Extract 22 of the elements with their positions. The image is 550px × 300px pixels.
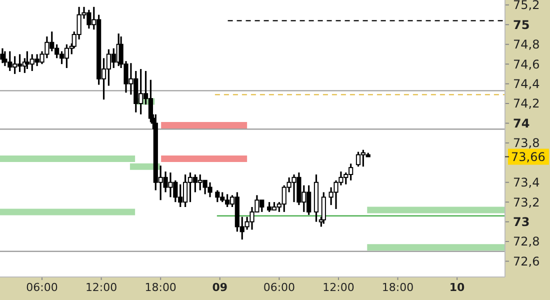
y-tick-label: 74,2 (513, 96, 540, 111)
x-tick-label: 10 (449, 281, 466, 294)
y-tick-label: 75,2 (513, 0, 540, 12)
x-tick-label: 09 (212, 281, 228, 294)
y-tick-label: 73,8 (513, 136, 540, 150)
x-tick-label: 06:00 (26, 281, 58, 294)
y-tick-label: 74,4 (513, 76, 540, 91)
x-tick-label: 12:00 (322, 281, 354, 294)
x-tick-label: 18:00 (144, 281, 176, 294)
y-tick-label: 73,2 (513, 195, 540, 210)
x-tick-label: 18:00 (382, 281, 414, 294)
y-tick-label: 74,6 (513, 57, 540, 72)
y-tick-label: 72,6 (513, 254, 540, 268)
y-tick-label: 72,8 (513, 234, 540, 249)
x-tick-label: 12:00 (85, 281, 118, 294)
y-tick-label: 75 (513, 18, 530, 32)
annotation: 73,66 (511, 150, 546, 164)
y-tick-label: 74,8 (513, 38, 540, 52)
x-tick-label: 06:00 (263, 281, 296, 294)
y-tick-label: 74 (513, 116, 530, 130)
y-tick-label: 73 (513, 214, 530, 229)
y-tick-label: 73,4 (513, 176, 540, 190)
